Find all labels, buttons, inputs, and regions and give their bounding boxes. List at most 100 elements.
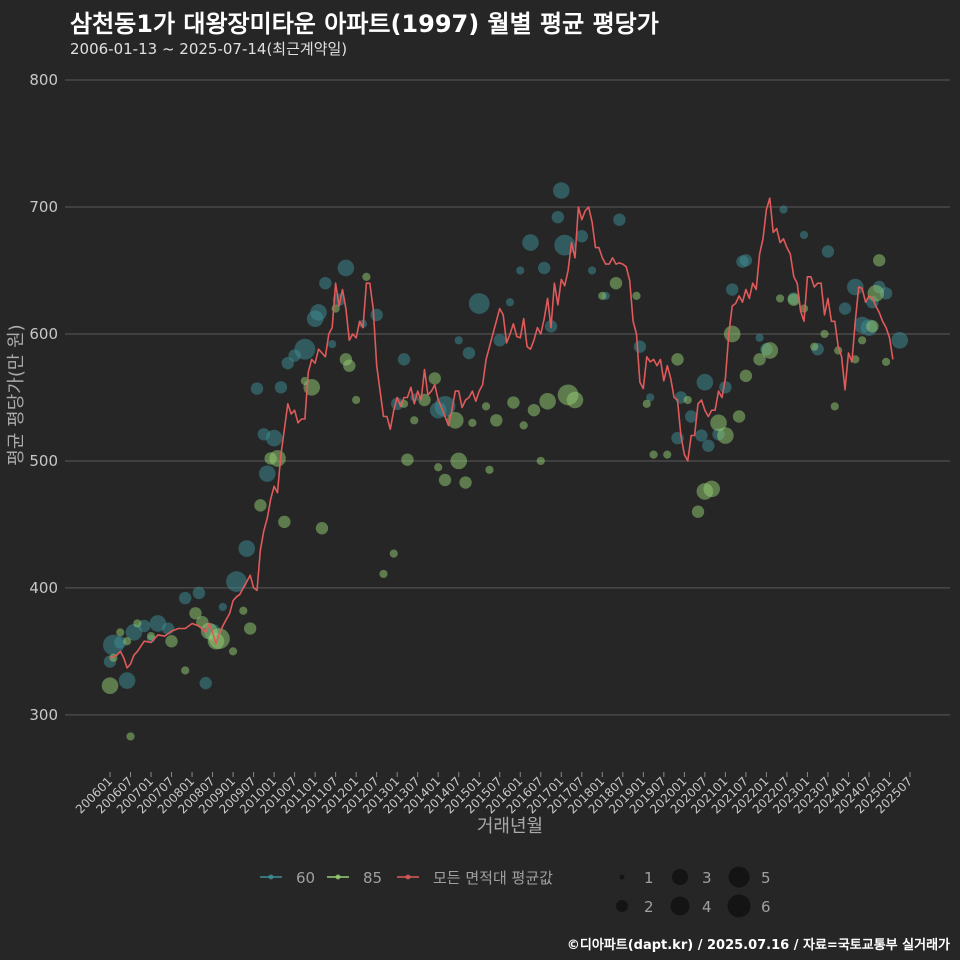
series-85-point-80 bbox=[867, 285, 885, 302]
average-line bbox=[109, 197, 894, 669]
size-legend-circle-4 bbox=[670, 896, 690, 916]
legend: 60 85 모든 면적대 평균값 1 2 3 4 5 6 bbox=[260, 866, 771, 918]
series-85-point-37 bbox=[438, 473, 452, 487]
series-85-point-63 bbox=[710, 414, 727, 432]
legend-series-60-dot bbox=[268, 874, 274, 880]
y-tick-label-300: 300 bbox=[29, 706, 58, 724]
series-85-point-81 bbox=[873, 254, 886, 267]
series-85-point-72 bbox=[799, 304, 809, 313]
series-85-point-32 bbox=[401, 453, 414, 466]
series-60-point-28 bbox=[332, 293, 346, 306]
series-60-point-18 bbox=[258, 465, 276, 482]
series-60-point-60 bbox=[702, 439, 715, 452]
series-85-point-68 bbox=[753, 353, 766, 366]
size-legend-label-5: 5 bbox=[761, 869, 771, 887]
series-60-point-57 bbox=[684, 410, 698, 423]
series-60-point-25 bbox=[310, 304, 327, 321]
series-85-point-2 bbox=[116, 628, 125, 637]
series-60-point-73 bbox=[838, 302, 852, 315]
size-legend-circle-2 bbox=[616, 900, 628, 912]
series-85-point-33 bbox=[410, 416, 419, 425]
series-60-point-9 bbox=[179, 591, 192, 605]
series-60-point-50 bbox=[587, 266, 597, 275]
series-85-point-75 bbox=[830, 402, 839, 411]
series-85-point-55 bbox=[642, 399, 651, 408]
chart-subtitle: 2006-01-13 ~ 2025-07-14(최근계약일) bbox=[70, 40, 348, 58]
series-85-point-39 bbox=[450, 452, 468, 470]
series-85-point-69 bbox=[761, 342, 779, 359]
series-85-point-4 bbox=[126, 732, 135, 741]
series-85-points bbox=[101, 254, 891, 741]
series-85-point-47 bbox=[527, 403, 541, 417]
series-60-point-62 bbox=[719, 381, 732, 394]
series-85-point-8 bbox=[181, 666, 190, 675]
size-legend-label-2: 2 bbox=[644, 898, 654, 916]
series-85-point-16 bbox=[243, 622, 257, 635]
size-legend-label-3: 3 bbox=[702, 869, 712, 887]
series-85-point-22 bbox=[303, 378, 321, 396]
size-legend-circle-1 bbox=[619, 874, 625, 880]
series-85-point-28 bbox=[362, 272, 371, 281]
series-85-point-13 bbox=[209, 628, 230, 650]
y-tick-label-500: 500 bbox=[29, 452, 58, 470]
x-axis-ticks: 2006012006072007012007072008012008072009… bbox=[73, 772, 915, 817]
series-85-point-26 bbox=[343, 359, 356, 372]
series-85-point-35 bbox=[428, 372, 441, 385]
y-tick-label-800: 800 bbox=[29, 71, 58, 89]
series-60-point-37 bbox=[454, 336, 463, 345]
series-60-point-23 bbox=[294, 338, 316, 360]
series-60-point-66 bbox=[755, 333, 764, 342]
series-60-point-14 bbox=[226, 571, 247, 592]
series-60-point-31 bbox=[370, 308, 383, 322]
series-60-point-58 bbox=[695, 429, 708, 442]
series-60-point-70 bbox=[799, 230, 809, 240]
series-85-point-41 bbox=[468, 418, 477, 427]
series-60-point-49 bbox=[575, 230, 588, 243]
series-60-point-11 bbox=[199, 676, 212, 690]
y-axis-ticks: 300 400 500 600 700 800 bbox=[29, 71, 58, 724]
size-legend-label-1: 1 bbox=[644, 869, 654, 887]
series-60-point-2 bbox=[114, 636, 127, 649]
series-60-point-3 bbox=[118, 672, 136, 689]
series-60-point-80 bbox=[891, 332, 909, 349]
series-85-point-29 bbox=[379, 569, 388, 579]
series-60-point-65 bbox=[739, 254, 753, 267]
series-85-point-46 bbox=[519, 421, 528, 430]
series-85-point-78 bbox=[858, 336, 867, 345]
legend-series-85-label: 85 bbox=[363, 869, 382, 887]
series-85-point-74 bbox=[820, 329, 829, 339]
series-85-point-53 bbox=[609, 276, 623, 290]
footer-credit: ©디아파트(dapt.kr) / 2025.07.16 / 자료=국토교통부 실… bbox=[566, 938, 950, 953]
series-85-point-71 bbox=[787, 293, 800, 306]
series-85-point-48 bbox=[536, 456, 545, 466]
series-60-point-20 bbox=[274, 381, 288, 394]
series-60-point-36 bbox=[434, 395, 456, 417]
series-85-point-45 bbox=[507, 396, 520, 409]
y-axis-title: 평균 평당가(만 원) bbox=[6, 324, 27, 465]
series-60-point-39 bbox=[468, 293, 490, 314]
series-85-point-49 bbox=[539, 392, 556, 410]
series-85-point-0 bbox=[101, 677, 119, 694]
series-85-point-19 bbox=[269, 450, 286, 467]
series-85-point-62 bbox=[703, 480, 721, 498]
chart-title: 삼천동1가 대왕장미타운 아파트(1997) 월별 평균 평당가 bbox=[70, 10, 659, 38]
series-60-point-59 bbox=[696, 373, 714, 391]
average-line-group bbox=[109, 197, 894, 669]
series-60-point-15 bbox=[238, 540, 256, 557]
series-85-point-36 bbox=[434, 463, 443, 472]
series-60-point-47 bbox=[552, 182, 570, 199]
series-85-point-43 bbox=[485, 465, 494, 474]
series-85-point-14 bbox=[228, 647, 238, 656]
series-60-point-74 bbox=[846, 278, 864, 296]
series-85-point-64 bbox=[717, 427, 734, 444]
legend-series-85-dot bbox=[335, 874, 341, 880]
series-60-point-63 bbox=[726, 283, 739, 296]
series-85-point-73 bbox=[810, 342, 819, 351]
series-60-point-27 bbox=[328, 340, 337, 349]
series-85-point-56 bbox=[649, 450, 658, 459]
series-60-point-40 bbox=[493, 334, 506, 347]
series-60-point-33 bbox=[397, 353, 411, 366]
series-60-point-26 bbox=[319, 276, 332, 290]
series-85-point-58 bbox=[671, 353, 684, 366]
series-60-point-46 bbox=[551, 210, 565, 224]
